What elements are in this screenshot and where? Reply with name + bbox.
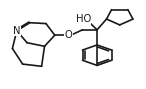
Text: O: O: [64, 30, 72, 40]
Text: HO: HO: [76, 14, 91, 24]
Text: N: N: [13, 26, 21, 36]
